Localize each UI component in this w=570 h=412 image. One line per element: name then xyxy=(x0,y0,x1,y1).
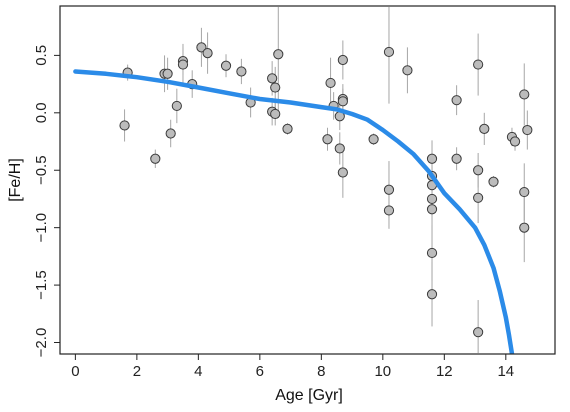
data-point xyxy=(165,128,176,139)
data-point xyxy=(509,136,521,147)
data-point xyxy=(273,49,284,60)
data-point xyxy=(337,96,348,107)
x-tick-label: 12 xyxy=(436,363,453,380)
x-tick-label: 8 xyxy=(317,363,325,380)
data-point xyxy=(325,77,336,89)
data-point xyxy=(337,54,348,66)
data-point xyxy=(426,153,438,164)
data-point xyxy=(119,120,130,131)
data-point xyxy=(383,184,395,195)
data-point xyxy=(426,193,438,205)
data-point xyxy=(383,46,395,58)
data-point xyxy=(270,108,281,120)
data-point xyxy=(196,42,207,53)
x-tick-label: 6 xyxy=(256,363,264,380)
data-point xyxy=(334,143,345,154)
data-point xyxy=(267,73,278,84)
data-point xyxy=(426,289,438,300)
data-point xyxy=(522,124,533,136)
y-tick-label: −1.0 xyxy=(33,213,50,243)
data-point xyxy=(473,192,484,203)
x-tick-label: 4 xyxy=(194,363,202,380)
data-point xyxy=(337,167,348,178)
x-ticks: 0 2 4 6 8 10 12 14 xyxy=(71,354,514,380)
data-point xyxy=(322,134,333,145)
data-point xyxy=(150,153,161,164)
data-point xyxy=(519,222,530,233)
y-tick-label: −0.5 xyxy=(33,155,50,185)
data-point xyxy=(473,165,484,176)
data-point xyxy=(402,65,413,76)
data-point xyxy=(368,134,379,145)
data-point xyxy=(282,123,293,134)
y-axis-title: [Fe/H] xyxy=(7,158,24,202)
data-point xyxy=(488,176,499,187)
y-tick-label: −1.5 xyxy=(33,270,50,300)
data-point xyxy=(177,59,189,70)
data-point xyxy=(473,327,484,338)
data-point xyxy=(220,60,232,71)
data-point xyxy=(202,47,213,59)
data-point xyxy=(236,66,247,77)
x-tick-label: 14 xyxy=(497,363,514,380)
model-curve-layer xyxy=(73,69,515,354)
data-point xyxy=(162,68,173,79)
points-layer xyxy=(119,42,533,338)
plot-frame xyxy=(59,5,556,355)
data-point xyxy=(479,123,490,134)
data-point xyxy=(473,59,484,70)
data-point xyxy=(270,82,281,93)
data-point xyxy=(451,95,462,106)
data-point xyxy=(383,205,395,216)
y-tick-label: 0.5 xyxy=(33,45,50,66)
data-point xyxy=(426,204,438,215)
x-axis-title: Age [Gyr] xyxy=(275,387,343,404)
x-tick-label: 2 xyxy=(133,363,141,380)
data-point xyxy=(426,247,438,259)
y-tick-label: 0.0 xyxy=(33,102,50,123)
data-point xyxy=(519,89,530,100)
data-point xyxy=(519,186,530,198)
model-curve xyxy=(73,69,515,354)
y-tick-label: −2.0 xyxy=(33,328,50,358)
data-point xyxy=(171,100,182,112)
x-tick-label: 0 xyxy=(71,363,79,380)
y-ticks: 0.5 0.0 −0.5 −1.0 −1.5 −2.0 xyxy=(33,45,60,357)
data-point xyxy=(451,153,462,164)
x-tick-label: 10 xyxy=(374,363,391,380)
